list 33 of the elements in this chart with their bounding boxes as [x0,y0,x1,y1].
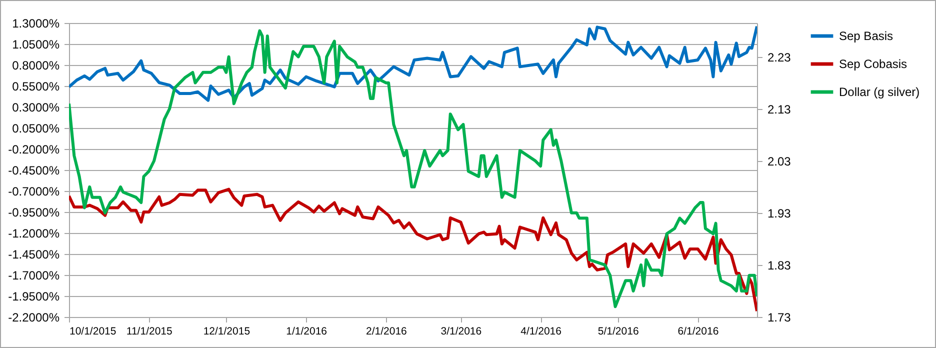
y2-tick-label: 2.23 [768,50,792,64]
x-tick-label: 2/1/2016 [366,326,408,338]
y-tick-label: 1.0500% [12,38,60,52]
x-tick-label: 6/1/2016 [678,326,719,338]
y-tick-label: -2.2000% [8,310,60,324]
x-tick-label: 10/1/2015 [70,326,116,338]
y-tick-label: -1.9500% [8,290,60,304]
y2-tick-label: 1.93 [768,206,792,220]
y-tick-label: -1.2000% [8,226,60,240]
legend-label: Dollar (g silver) [839,85,920,99]
legend-label: Sep Basis [839,29,894,43]
legend-label: Sep Cobasis [839,57,908,71]
x-tick-label: 12/1/2015 [203,326,250,338]
y2-tick-label: 1.83 [768,258,792,272]
y-tick-label: 0.3000% [12,100,60,114]
x-tick-label: 1/1/2016 [286,326,328,338]
y-tick-label: -0.9500% [8,206,60,220]
y-tick-label: 0.0500% [12,122,60,136]
y-tick-label: -0.7000% [8,184,60,198]
x-tick-label: 4/1/2016 [520,326,562,338]
x-tick-label: 11/1/2015 [126,326,173,338]
y-tick-label: 0.5500% [12,80,60,94]
y-tick-label: 0.8000% [12,58,60,72]
y2-tick-label: 2.13 [768,102,792,116]
y-tick-label: -1.7000% [8,268,60,282]
y-tick-label: 1.3000% [12,16,60,30]
y2-tick-label: 2.03 [768,154,792,168]
x-tick-label: 3/1/2016 [440,326,482,338]
y-tick-label: -1.4500% [8,248,60,262]
x-tick-label: 5/1/2016 [598,326,639,338]
y-tick-label: -0.2000% [8,142,60,156]
y2-tick-label: 1.73 [768,310,792,324]
y-tick-label: -0.4500% [8,164,60,178]
